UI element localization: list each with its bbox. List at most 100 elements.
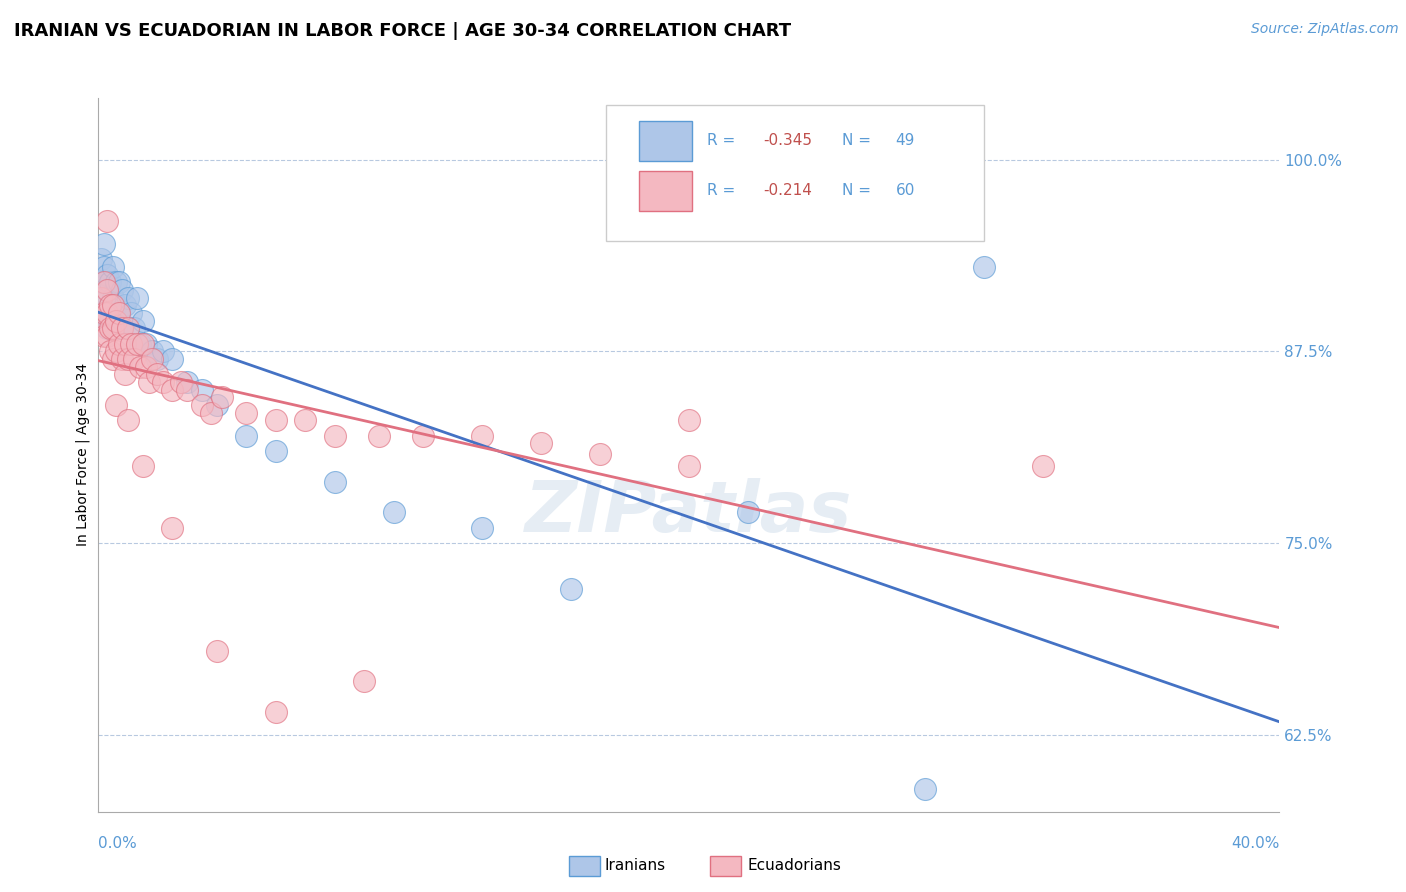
Point (176, 375, 198, 389)
Point (93, 329, 115, 343)
Point (152, 375, 174, 389)
Y-axis label: In Labor Force | Age 30-34: In Labor Force | Age 30-34 (76, 363, 90, 547)
Point (530, 436, 553, 450)
Point (96, 329, 118, 343)
Point (412, 428, 434, 442)
Point (103, 298, 125, 312)
Point (96, 306, 118, 320)
Point (205, 643, 228, 657)
Point (176, 383, 198, 397)
Point (264, 413, 287, 427)
Point (235, 406, 257, 420)
Point (141, 351, 163, 366)
Text: Ecuadorians: Ecuadorians (748, 858, 842, 872)
Point (111, 351, 134, 366)
Point (93, 306, 115, 320)
Point (737, 506, 759, 520)
Point (98, 344, 121, 359)
FancyBboxPatch shape (606, 105, 984, 241)
Text: ZIPatlas: ZIPatlas (526, 477, 852, 547)
Point (96, 214, 118, 228)
Point (93, 260, 115, 274)
Text: Iranians: Iranians (605, 858, 665, 872)
Point (108, 306, 131, 320)
Point (1032, 459, 1054, 474)
Point (132, 459, 155, 474)
Point (146, 368, 169, 382)
Point (120, 336, 142, 351)
Point (117, 321, 139, 335)
Point (117, 321, 139, 335)
Point (323, 475, 346, 489)
Point (191, 383, 214, 397)
Point (162, 521, 183, 535)
Point (211, 390, 233, 404)
Point (96, 291, 118, 305)
Point (103, 291, 125, 305)
Point (471, 428, 494, 442)
Text: -0.345: -0.345 (763, 134, 813, 148)
Point (98, 275, 121, 289)
Point (98, 298, 121, 312)
Text: IRANIAN VS ECUADORIAN IN LABOR FORCE | AGE 30-34 CORRELATION CHART: IRANIAN VS ECUADORIAN IN LABOR FORCE | A… (14, 22, 792, 40)
Point (114, 368, 136, 382)
Point (108, 275, 131, 289)
Point (120, 306, 142, 320)
Point (128, 359, 150, 374)
Point (200, 406, 222, 420)
Point (117, 351, 139, 366)
Point (162, 351, 183, 366)
Point (98, 313, 121, 327)
Point (678, 413, 700, 427)
Point (122, 351, 145, 366)
Point (96, 306, 118, 320)
Point (146, 351, 169, 366)
Point (141, 344, 163, 359)
Point (108, 306, 131, 320)
Point (128, 336, 150, 351)
Text: 40.0%: 40.0% (1232, 837, 1279, 851)
Text: N =: N = (842, 134, 876, 148)
Point (90, 306, 112, 320)
Point (93, 275, 115, 289)
Text: N =: N = (842, 184, 876, 198)
Point (108, 336, 131, 351)
Point (117, 291, 139, 305)
Point (105, 398, 128, 412)
Point (105, 313, 128, 327)
Text: 60: 60 (896, 184, 915, 198)
Point (135, 359, 157, 374)
Point (323, 428, 346, 442)
Point (90, 252, 112, 267)
Point (589, 447, 612, 461)
Point (111, 283, 134, 297)
Point (93, 236, 115, 251)
Point (191, 398, 214, 412)
Point (105, 321, 128, 335)
Text: R =: R = (707, 184, 740, 198)
Point (105, 298, 128, 312)
Point (152, 344, 174, 359)
Point (235, 428, 257, 442)
Point (96, 283, 118, 297)
Point (93, 291, 115, 305)
Point (205, 398, 228, 412)
Point (114, 298, 136, 312)
Point (125, 336, 148, 351)
Text: -0.214: -0.214 (763, 184, 813, 198)
Point (368, 428, 391, 442)
Text: 0.0%: 0.0% (98, 837, 138, 851)
Point (122, 321, 145, 335)
Point (471, 521, 494, 535)
Point (264, 444, 287, 458)
Point (135, 336, 157, 351)
Point (98, 321, 121, 335)
Text: 49: 49 (896, 134, 915, 148)
Point (96, 268, 118, 282)
Point (90, 313, 112, 327)
FancyBboxPatch shape (640, 171, 693, 211)
Point (170, 375, 193, 389)
Point (914, 781, 936, 796)
Text: R =: R = (707, 134, 740, 148)
Point (264, 705, 287, 719)
